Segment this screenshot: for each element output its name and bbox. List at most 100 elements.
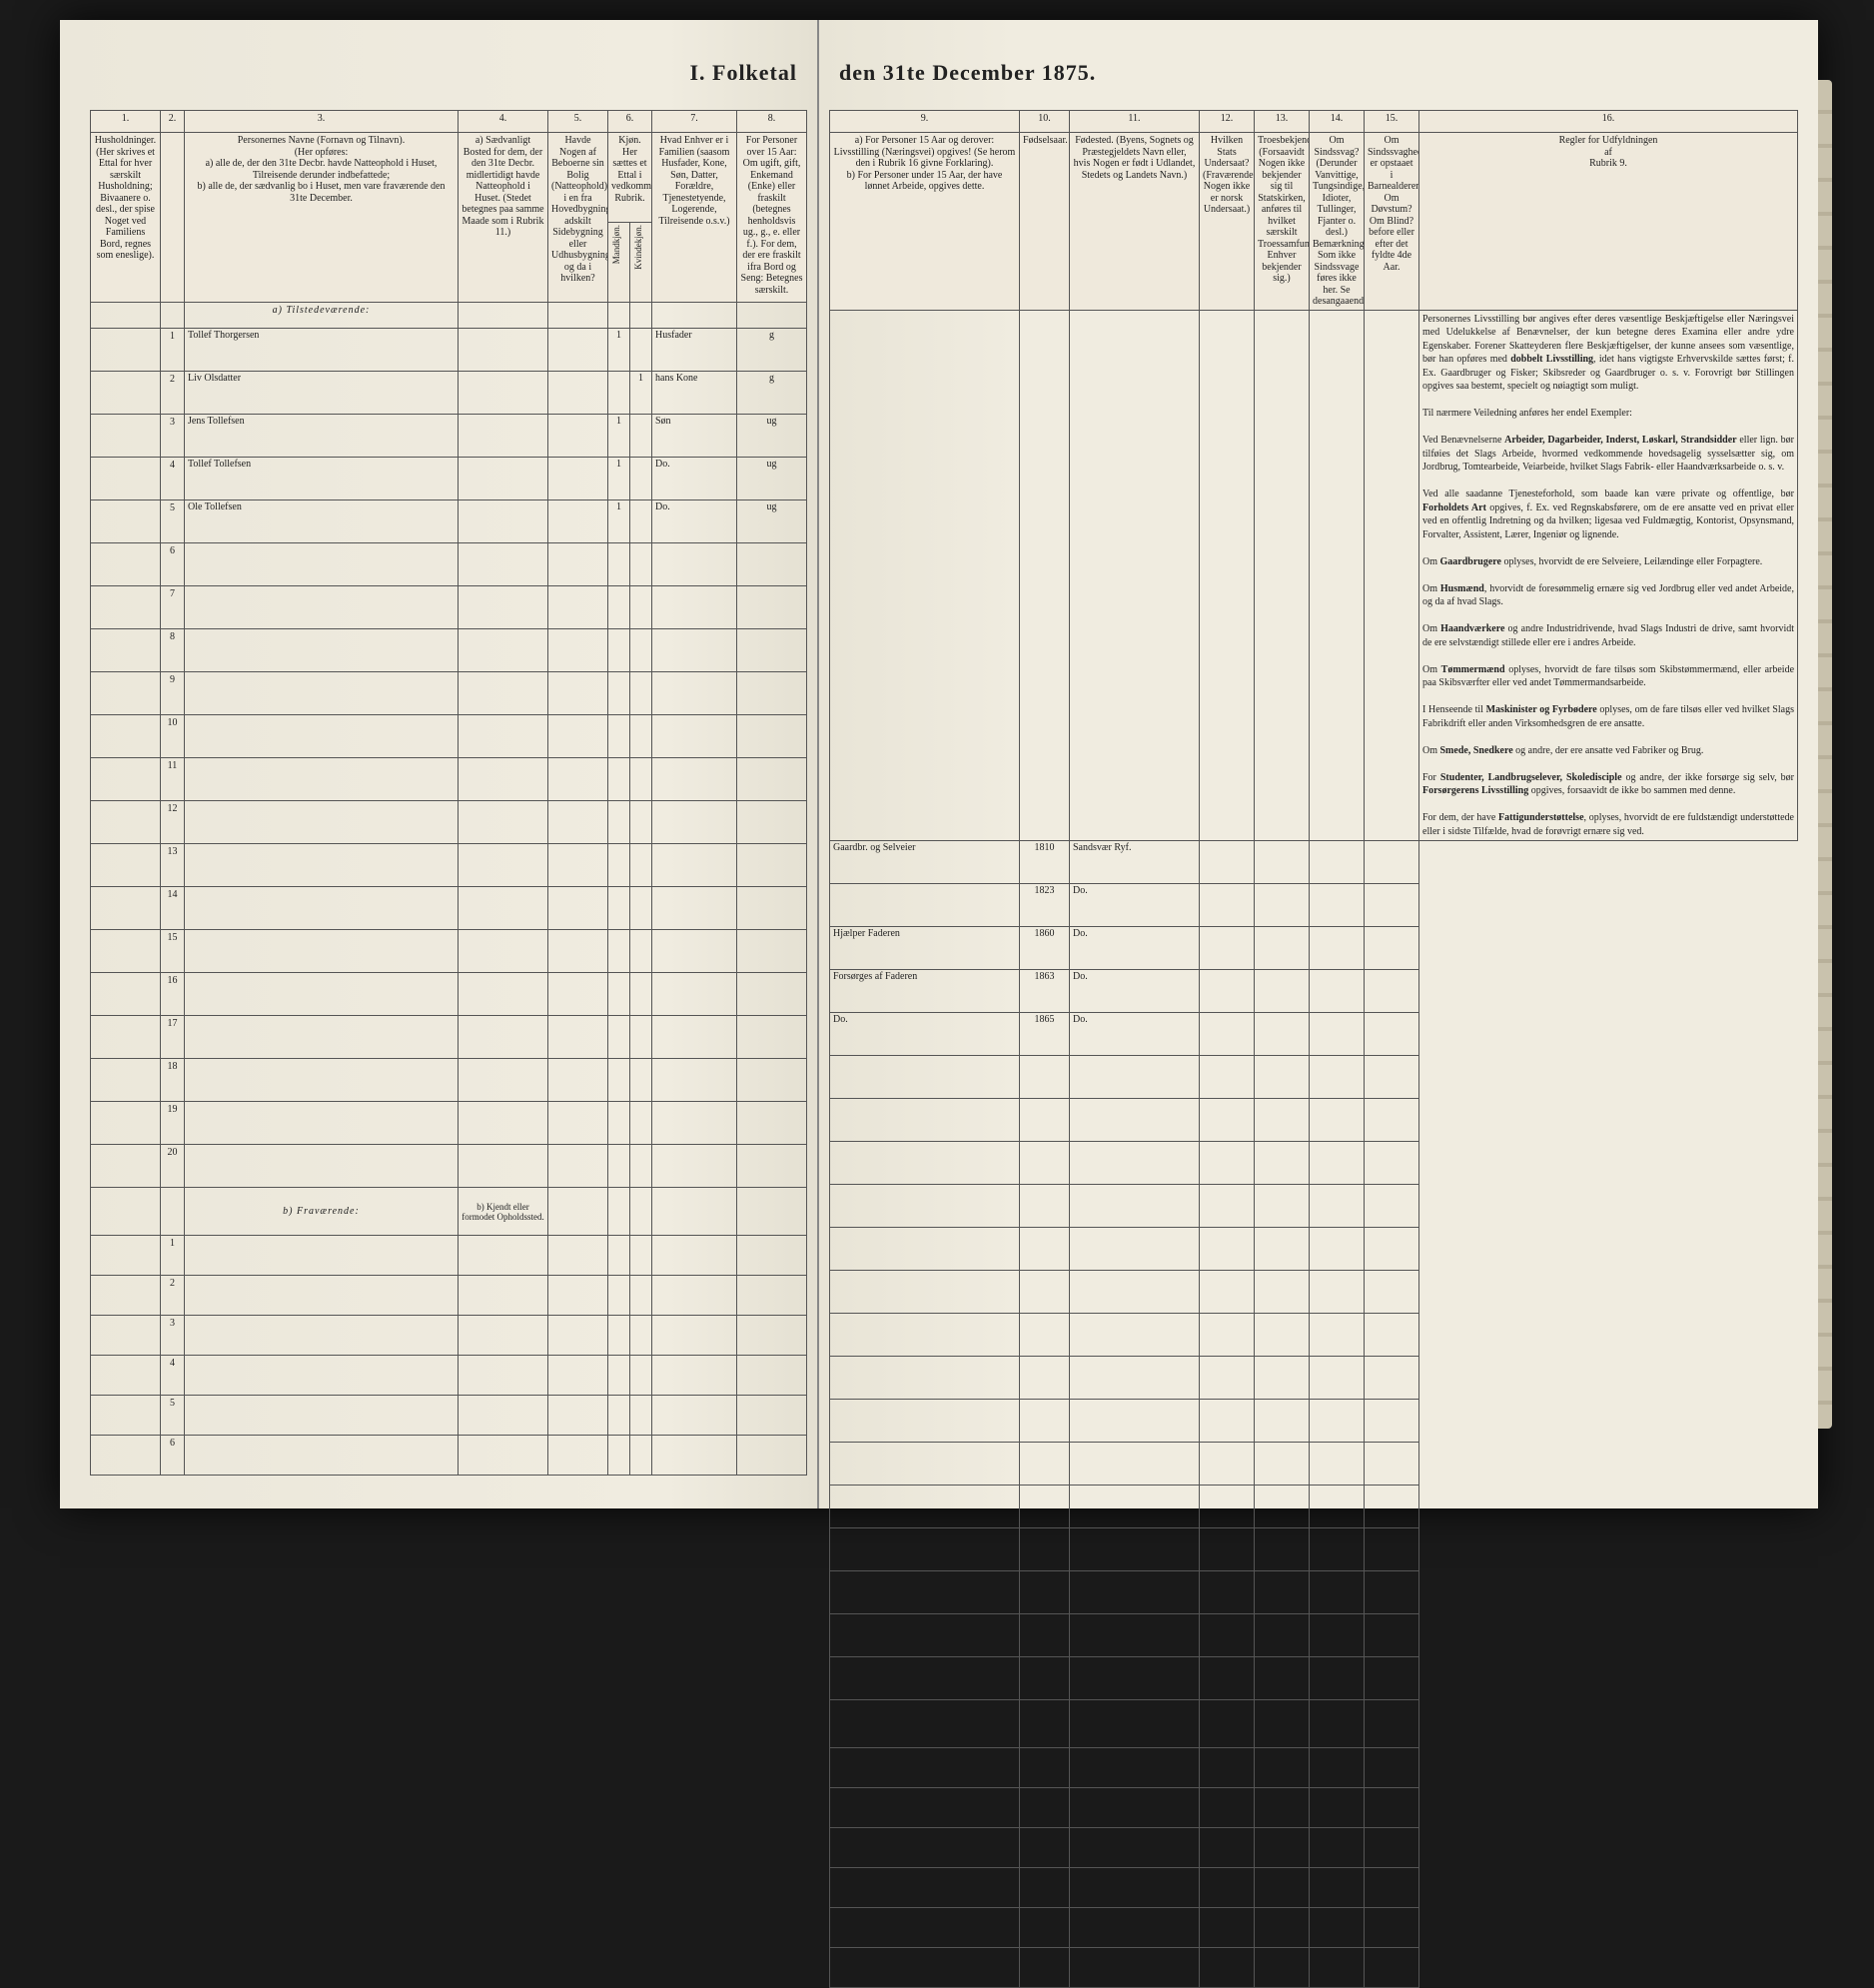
occupation — [830, 1948, 1020, 1988]
colnum-3: 3. — [185, 111, 459, 133]
hdr-12: Hvilken Stats Undersaat? (Fraværende Nog… — [1200, 133, 1255, 311]
family-position — [652, 1436, 737, 1476]
row-number: 9 — [161, 672, 185, 715]
birth-year — [1020, 1614, 1070, 1657]
hdr-2 — [161, 133, 185, 303]
occupation — [830, 1443, 1020, 1486]
birth-year: 1863 — [1020, 970, 1070, 1013]
table-row — [830, 1571, 1798, 1614]
hdr-8: For Personer over 15 Aar: Om ugift, gift… — [737, 133, 807, 303]
row-number: 14 — [161, 887, 185, 930]
table-row: 3 Jens Tollefsen 1 Søn ug — [91, 415, 807, 458]
family-position — [652, 715, 737, 758]
sex-k — [630, 543, 652, 586]
sex-m: 1 — [608, 458, 630, 500]
birth-year — [1020, 1357, 1070, 1400]
row-number: 1 — [161, 329, 185, 372]
table-row: 2 Liv Olsdatter 1 hans Kone g — [91, 372, 807, 415]
birth-place: Sandsvær Ryf. — [1070, 841, 1200, 884]
person-name — [185, 1016, 459, 1059]
birth-place — [1070, 1948, 1200, 1988]
marital-status: g — [737, 329, 807, 372]
family-position — [652, 586, 737, 629]
table-row: 5 — [91, 1396, 807, 1436]
person-name: Liv Olsdatter — [185, 372, 459, 415]
birth-year — [1020, 1908, 1070, 1948]
occupation — [830, 1788, 1020, 1828]
occupation — [830, 1571, 1020, 1614]
sex-k: 1 — [630, 372, 652, 415]
sex-m: 1 — [608, 500, 630, 543]
hdr-16: Regler for Udfyldningen af Rubrik 9. — [1419, 133, 1798, 311]
birth-year — [1020, 1271, 1070, 1314]
birth-year — [1020, 1657, 1070, 1700]
birth-year — [1020, 1056, 1070, 1099]
marital-status — [737, 715, 807, 758]
sex-m — [608, 372, 630, 415]
sex-k — [630, 1276, 652, 1316]
family-position — [652, 543, 737, 586]
marital-status — [737, 844, 807, 887]
census-table-left: 1. 2. 3. 4. 5. 6. 7. 8. Husholdninger. (… — [90, 110, 807, 1476]
table-row: 1 Tollef Thorgersen 1 Husfader g — [91, 329, 807, 372]
page-right: den 31te December 1875. 9. 10. 11. 12. 1… — [819, 20, 1818, 1508]
birth-place: Do. — [1070, 884, 1200, 927]
hdr-3: Personernes Navne (Fornavn og Tilnavn). … — [185, 133, 459, 303]
page-title-left: I. Folketal — [60, 60, 817, 86]
sex-k — [630, 973, 652, 1016]
hdr-14: Om Sindssvag? (Derunder Vanvittige, Tung… — [1310, 133, 1365, 311]
hdr-4b: b) Kjendt eller formodet Opholdssted. — [459, 1188, 548, 1236]
sex-m — [608, 930, 630, 973]
sex-m — [608, 1236, 630, 1276]
birth-place — [1070, 1228, 1200, 1271]
birth-year — [1020, 1400, 1070, 1443]
person-name — [185, 1276, 459, 1316]
birth-place — [1070, 1314, 1200, 1357]
person-name — [185, 543, 459, 586]
colnum-13: 13. — [1255, 111, 1310, 133]
birth-year — [1020, 1443, 1070, 1486]
row-number: 5 — [161, 500, 185, 543]
person-name — [185, 1436, 459, 1476]
sex-k — [630, 1145, 652, 1188]
colnum-4: 4. — [459, 111, 548, 133]
table-row: 16 — [91, 973, 807, 1016]
table-row — [830, 1056, 1798, 1099]
row-number: 12 — [161, 801, 185, 844]
family-position — [652, 1016, 737, 1059]
marital-status — [737, 543, 807, 586]
row-number: 19 — [161, 1102, 185, 1145]
family-position — [652, 1396, 737, 1436]
marital-status — [737, 930, 807, 973]
person-name — [185, 1102, 459, 1145]
birth-year — [1020, 1185, 1070, 1228]
occupation: Forsørges af Faderen — [830, 970, 1020, 1013]
table-row: 1 — [91, 1236, 807, 1276]
table-row — [830, 1271, 1798, 1314]
table-row — [830, 1142, 1798, 1185]
table-row — [830, 1614, 1798, 1657]
table-row: 7 — [91, 586, 807, 629]
colnum-16: 16. — [1419, 111, 1798, 133]
person-name — [185, 758, 459, 801]
row-number: 7 — [161, 586, 185, 629]
occupation — [830, 1228, 1020, 1271]
family-position: Do. — [652, 500, 737, 543]
marital-status — [737, 1396, 807, 1436]
table-row: 20 — [91, 1145, 807, 1188]
person-name — [185, 801, 459, 844]
sex-k — [630, 1436, 652, 1476]
page-edge-tabs — [1818, 80, 1832, 1429]
table-row — [830, 1828, 1798, 1868]
sex-m: 1 — [608, 415, 630, 458]
occupation — [830, 1185, 1020, 1228]
family-position — [652, 1356, 737, 1396]
table-row — [830, 1400, 1798, 1443]
birth-place — [1070, 1056, 1200, 1099]
sex-m — [608, 887, 630, 930]
sex-m — [608, 1016, 630, 1059]
sex-k — [630, 329, 652, 372]
person-name: Tollef Tollefsen — [185, 458, 459, 500]
table-row: 19 — [91, 1102, 807, 1145]
sex-m — [608, 1102, 630, 1145]
